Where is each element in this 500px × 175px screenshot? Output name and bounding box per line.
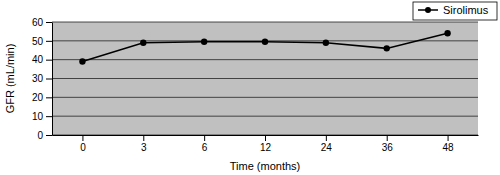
grid-line	[52, 22, 478, 23]
series-marker	[323, 40, 329, 46]
x-tick: 12	[260, 135, 272, 153]
x-tick-mark	[265, 135, 266, 141]
x-tick: 36	[382, 135, 394, 153]
y-axis-title: GFR (mL/min)	[4, 44, 16, 114]
y-tick-mark	[46, 135, 52, 136]
series-marker	[201, 39, 207, 45]
y-tick-label: 50	[32, 36, 44, 47]
x-axis-title: Time (months)	[230, 160, 301, 172]
y-tick-label: 30	[32, 73, 44, 84]
x-axis: 03612243648	[53, 135, 479, 153]
grid-line	[52, 78, 478, 79]
x-tick-mark	[448, 135, 449, 141]
marks	[79, 30, 451, 65]
y-tick: 20	[32, 92, 52, 103]
grid-line	[52, 59, 478, 60]
y-tick: 40	[32, 54, 52, 65]
x-tick-mark	[204, 135, 205, 141]
y-tick-label: 20	[32, 92, 44, 103]
series-marker	[262, 39, 268, 45]
x-tick: 24	[321, 135, 333, 153]
y-tick-mark	[46, 22, 52, 23]
y-tick-mark	[46, 79, 52, 80]
series-line	[82, 33, 447, 61]
y-tick-label: 40	[32, 54, 44, 65]
x-tick-mark	[143, 135, 144, 141]
y-tick: 50	[32, 36, 52, 47]
legend: Sirolimus	[413, 2, 497, 20]
grid-line	[52, 116, 478, 117]
plot-area	[52, 22, 478, 135]
y-tick-label: 60	[32, 17, 44, 28]
grid-line	[52, 97, 478, 98]
y-tick-mark	[46, 60, 52, 61]
y-tick: 30	[32, 73, 52, 84]
x-tick: 0	[80, 135, 86, 153]
y-tick-mark	[46, 116, 52, 117]
series-marker	[384, 45, 390, 51]
x-tick: 3	[141, 135, 147, 153]
y-tick: 0	[37, 130, 52, 141]
x-tick-label: 48	[443, 142, 455, 153]
y-tick: 10	[32, 111, 52, 122]
grid	[52, 22, 478, 135]
y-axis-line	[52, 23, 53, 136]
x-tick: 48	[443, 135, 455, 153]
series-marker	[444, 30, 450, 36]
legend-marker	[425, 7, 431, 13]
x-tick-label: 24	[321, 142, 333, 153]
x-tick-label: 0	[80, 142, 86, 153]
x-tick-label: 6	[202, 142, 208, 153]
series-marker	[140, 40, 146, 46]
y-tick-label: 0	[37, 130, 43, 141]
x-tick-label: 3	[141, 142, 147, 153]
y-tick-label: 10	[32, 111, 44, 122]
x-tick-label: 12	[260, 142, 272, 153]
y-tick: 60	[32, 17, 52, 28]
y-tick-mark	[46, 97, 52, 98]
series-marker	[79, 58, 85, 64]
y-tick-mark	[46, 41, 52, 42]
x-tick-mark	[387, 135, 388, 141]
legend-label: Sirolimus	[443, 4, 489, 16]
x-tick: 6	[202, 135, 208, 153]
x-tick-label: 36	[382, 142, 394, 153]
legend-box	[413, 2, 497, 20]
y-axis: 0 10 20 30 40 50 60	[32, 17, 53, 141]
x-tick-mark	[82, 135, 83, 141]
chart: 010203040506003612243648Time (months)GFR…	[0, 0, 500, 175]
x-tick-mark	[326, 135, 327, 141]
